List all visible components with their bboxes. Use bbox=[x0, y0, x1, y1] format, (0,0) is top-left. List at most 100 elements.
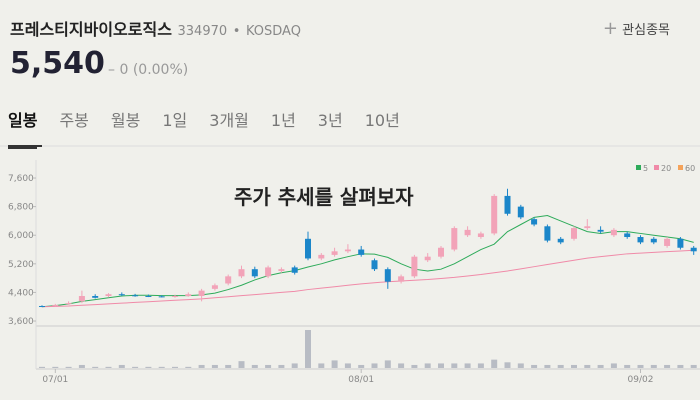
y-tick-label: 7,600 bbox=[8, 174, 34, 184]
candle-body bbox=[451, 228, 458, 250]
separator: • bbox=[232, 24, 241, 39]
volume-bar bbox=[52, 366, 59, 368]
candle-body bbox=[251, 269, 258, 277]
candle-body bbox=[690, 247, 697, 252]
volume-bar bbox=[65, 366, 72, 368]
candle-body bbox=[610, 229, 617, 236]
candle-body bbox=[650, 238, 657, 243]
candle-body bbox=[358, 249, 365, 255]
stock-name: 프레스티지바이오로직스 bbox=[10, 20, 172, 39]
candle-body bbox=[624, 233, 631, 238]
volume-bar bbox=[92, 366, 99, 368]
volume-bar bbox=[185, 366, 192, 368]
stock-code: 334970 bbox=[177, 24, 228, 39]
candle-body bbox=[331, 251, 338, 255]
volume-bar bbox=[477, 363, 484, 368]
candle-body bbox=[384, 269, 391, 282]
candle-body bbox=[118, 294, 125, 296]
tab[interactable]: 3년 bbox=[317, 111, 343, 130]
volume-bar bbox=[278, 364, 285, 368]
volume-bar bbox=[624, 364, 631, 368]
volume-bar bbox=[544, 364, 551, 368]
volume-bar bbox=[531, 364, 538, 368]
volume-bar bbox=[411, 364, 418, 368]
y-tick-label: 6,000 bbox=[8, 231, 34, 241]
volume-bar bbox=[464, 363, 471, 368]
candle-body bbox=[278, 269, 285, 271]
candle-body bbox=[557, 238, 564, 243]
volume-bar bbox=[344, 363, 351, 368]
tab[interactable]: 일봉 bbox=[8, 107, 38, 149]
candle-body bbox=[411, 256, 418, 277]
volume-bar bbox=[371, 363, 378, 368]
volume-bar bbox=[105, 366, 112, 368]
volume-bar bbox=[238, 361, 245, 368]
y-tick-label: 6,800 bbox=[8, 203, 34, 213]
price: 5,540 bbox=[10, 46, 105, 81]
volume-bar bbox=[118, 364, 125, 368]
legend-swatch bbox=[654, 165, 659, 170]
candle-body bbox=[664, 238, 671, 246]
volume-bar bbox=[610, 363, 617, 368]
volume-bar bbox=[398, 363, 405, 368]
candle-body bbox=[438, 247, 444, 257]
tab[interactable]: 1일 bbox=[162, 111, 188, 130]
candle-body bbox=[637, 237, 644, 243]
plus-icon: + bbox=[602, 18, 619, 39]
volume-bar bbox=[384, 360, 391, 368]
change-value: 0 bbox=[119, 62, 129, 78]
candle-body bbox=[238, 269, 245, 277]
candle-body bbox=[92, 296, 99, 298]
volume-bar bbox=[358, 364, 365, 368]
tab[interactable]: 10년 bbox=[364, 111, 400, 130]
volume-bar bbox=[198, 364, 205, 368]
tab[interactable]: 주봉 bbox=[59, 111, 89, 130]
tab[interactable]: 월봉 bbox=[110, 111, 141, 130]
candle-body bbox=[65, 303, 72, 305]
watch-button[interactable]: + 관심종목 bbox=[603, 18, 670, 39]
volume-bar bbox=[78, 364, 85, 368]
market: KOSDAQ bbox=[245, 24, 301, 39]
candle-body bbox=[398, 276, 405, 282]
volume-bar bbox=[584, 364, 591, 368]
candle-body bbox=[52, 304, 59, 306]
candle-body bbox=[504, 195, 511, 214]
y-tick-label: 3,600 bbox=[8, 317, 34, 327]
candle-body bbox=[584, 226, 591, 229]
candle-body bbox=[39, 306, 45, 308]
volume-bar bbox=[677, 364, 684, 368]
tab[interactable]: 1년 bbox=[270, 111, 296, 130]
candle-body bbox=[145, 296, 152, 297]
volume-bar bbox=[172, 366, 178, 368]
volume-bar bbox=[664, 364, 671, 368]
volume-bar bbox=[650, 364, 657, 368]
moving-average bbox=[41, 249, 694, 308]
volume-bar bbox=[557, 364, 564, 368]
volume-bar bbox=[145, 366, 152, 368]
volume-bar bbox=[132, 366, 139, 368]
volume-bar bbox=[438, 363, 444, 368]
volume-bar bbox=[39, 366, 45, 368]
volume-bar bbox=[491, 359, 498, 368]
candle-body bbox=[291, 267, 298, 273]
y-tick-label: 4,400 bbox=[8, 288, 34, 298]
candle-body bbox=[531, 219, 538, 225]
candle-body bbox=[225, 276, 232, 284]
volume-bar bbox=[265, 364, 272, 368]
volume-bar bbox=[251, 364, 258, 368]
volume-bar bbox=[318, 363, 325, 368]
candle-body bbox=[265, 267, 272, 277]
candle-body bbox=[571, 228, 577, 239]
tab[interactable]: 3개월 bbox=[209, 111, 249, 130]
candle-body bbox=[424, 256, 431, 261]
candle-body bbox=[677, 238, 684, 248]
legend-label: 5 bbox=[643, 164, 648, 173]
candle-body bbox=[371, 260, 378, 270]
volume-bar bbox=[291, 363, 298, 368]
candle-body bbox=[172, 296, 178, 297]
volume-bar bbox=[331, 360, 338, 368]
candle-body bbox=[491, 195, 498, 234]
legend-label: 60 bbox=[685, 164, 695, 173]
